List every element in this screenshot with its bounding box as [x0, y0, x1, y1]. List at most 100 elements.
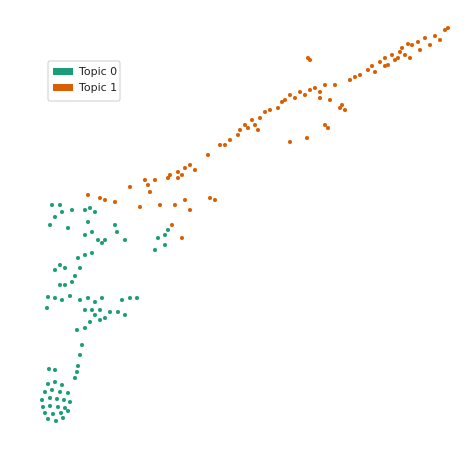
point [268, 108, 272, 112]
point [156, 236, 160, 240]
point [78, 266, 82, 270]
point [343, 108, 347, 112]
point [298, 90, 302, 94]
point [170, 223, 174, 227]
point [378, 60, 382, 64]
point [93, 210, 97, 214]
point [103, 238, 107, 242]
legend-swatch [53, 84, 73, 91]
point [406, 42, 410, 46]
point [176, 176, 180, 180]
point [373, 70, 377, 74]
point [256, 128, 260, 132]
point [423, 36, 427, 40]
point [58, 203, 62, 207]
point [83, 326, 87, 330]
point [70, 208, 74, 212]
point [76, 364, 80, 368]
point [88, 320, 92, 324]
point [183, 166, 187, 170]
point [50, 388, 54, 392]
point [370, 64, 374, 68]
point [46, 417, 50, 421]
point [53, 215, 57, 219]
point [93, 313, 97, 317]
point [54, 419, 58, 423]
point [213, 198, 217, 202]
point [63, 266, 67, 270]
point [358, 73, 362, 77]
point [62, 398, 66, 402]
point [88, 206, 92, 210]
point [96, 238, 100, 242]
point [276, 106, 280, 110]
point [60, 210, 64, 214]
point [73, 376, 77, 380]
point [246, 126, 250, 130]
point [66, 409, 70, 413]
point [323, 123, 327, 127]
point [128, 185, 132, 189]
point [53, 268, 57, 272]
point [158, 203, 162, 207]
point [303, 93, 307, 97]
point [383, 64, 387, 68]
point [188, 163, 192, 167]
point [43, 411, 47, 415]
point [236, 133, 240, 137]
point [396, 56, 400, 60]
point [61, 416, 65, 420]
point [63, 283, 67, 287]
point [68, 400, 72, 404]
point [43, 390, 47, 394]
point [53, 296, 57, 300]
point [48, 404, 52, 408]
point [238, 128, 242, 132]
point [176, 170, 180, 174]
point [206, 153, 210, 157]
point [326, 126, 330, 130]
point [108, 310, 112, 314]
point [153, 178, 157, 182]
point [218, 143, 222, 147]
point [166, 176, 170, 180]
point [308, 88, 312, 92]
point [76, 256, 80, 260]
point [328, 98, 332, 102]
point [53, 368, 57, 372]
point [83, 208, 87, 212]
point [250, 118, 254, 122]
point [146, 183, 150, 187]
point [58, 263, 62, 267]
point [263, 110, 267, 114]
point [403, 53, 407, 57]
point [68, 294, 72, 298]
point [66, 391, 70, 395]
point [46, 382, 50, 386]
point [113, 200, 117, 204]
point [393, 58, 397, 62]
point [338, 106, 342, 110]
point [83, 253, 87, 257]
point [103, 316, 107, 320]
point [120, 298, 124, 302]
point [280, 100, 284, 104]
point [86, 296, 90, 300]
point [83, 233, 87, 237]
point [60, 383, 64, 387]
point [83, 308, 87, 312]
point [308, 58, 312, 62]
point [438, 38, 442, 42]
point [193, 168, 197, 172]
point [123, 238, 127, 242]
point [148, 190, 152, 194]
point [433, 34, 437, 38]
point [410, 43, 414, 47]
point [48, 396, 52, 400]
point [73, 274, 77, 278]
point [223, 143, 227, 147]
point [128, 296, 132, 300]
legend-swatch [53, 68, 73, 75]
point [78, 353, 82, 357]
